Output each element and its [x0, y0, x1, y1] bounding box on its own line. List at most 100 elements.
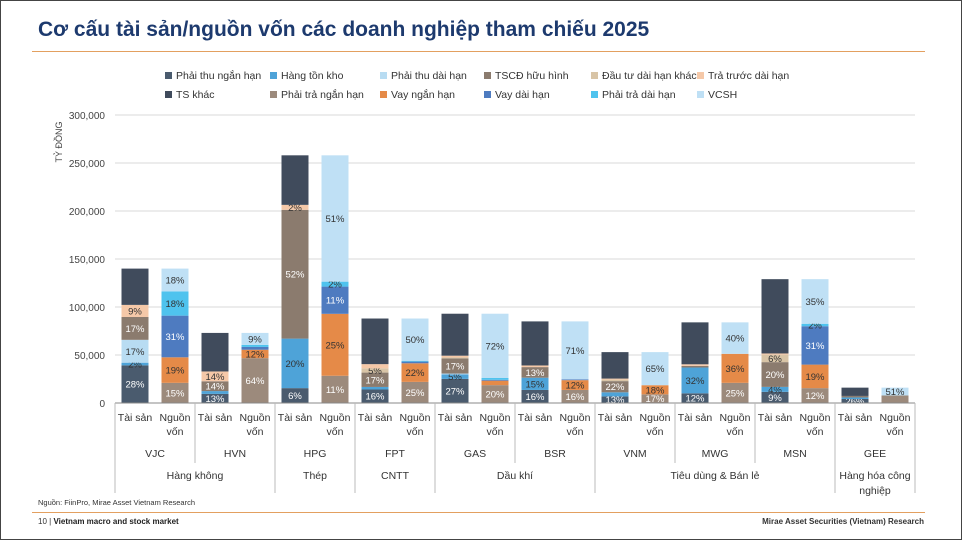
- legend-swatch: [591, 91, 598, 98]
- legend-item: Phải trả dài hạn: [591, 89, 676, 101]
- bar-segment-asset: [281, 204, 309, 210]
- bar-data-label: 17%: [445, 361, 465, 372]
- bar-data-label: 2%: [288, 203, 302, 214]
- bar-label-liabilities: vốn: [887, 426, 904, 438]
- bar-data-label: 19%: [165, 366, 185, 377]
- sector-label: Tiêu dùng & Bán lẻ: [671, 470, 760, 482]
- page-title: Cơ cấu tài sản/nguồn vốn các doanh nghiệ…: [38, 18, 650, 41]
- bar-segment-asset: [521, 367, 549, 378]
- bar-segment-liability: [561, 380, 589, 390]
- bar-segment-asset: [121, 316, 149, 340]
- legend-swatch: [165, 72, 172, 79]
- page-number: 10: [38, 517, 47, 526]
- bar-segment-liability: [321, 281, 349, 287]
- legend-item: Vay ngắn hạn: [380, 89, 455, 101]
- source-note: Nguồn: FiinPro, Mirae Asset Vietnam Rese…: [38, 498, 196, 507]
- bar-segment-liability: [241, 344, 269, 347]
- bar-segment-asset: [441, 355, 469, 358]
- bar-data-label: 16%: [565, 392, 585, 403]
- bar-segment-liability: [881, 387, 909, 396]
- bar-segment-asset: [441, 373, 469, 375]
- bar-segment-liability: [241, 358, 269, 403]
- bar-data-label: 13%: [605, 395, 625, 406]
- company-label: VNM: [623, 448, 646, 460]
- legend-label: Đầu tư dài hạn khác: [602, 70, 697, 82]
- company-label: VJC: [145, 448, 165, 460]
- bar-segment-liability: [641, 352, 669, 386]
- bar-data-label: 2%: [808, 320, 822, 331]
- bar-segment-asset: [361, 364, 389, 369]
- bar-segment-liability: [401, 381, 429, 403]
- bar-segment-liability: [321, 375, 349, 403]
- bar-segment-liability: [641, 394, 669, 403]
- bar-label-liabilities: Nguồn: [400, 412, 431, 424]
- bar-segment-asset: [201, 393, 229, 403]
- bar-segment-asset: [681, 393, 709, 403]
- bar-data-label: 20%: [485, 390, 505, 401]
- bar-segment-asset: [761, 391, 789, 403]
- bar-segment-asset: [841, 399, 869, 403]
- legend-label: Phải thu ngắn hạn: [176, 70, 262, 82]
- bar-data-label: 13%: [205, 394, 225, 405]
- company-label: BSR: [544, 448, 566, 460]
- y-tick-label: 50,000: [74, 351, 105, 362]
- bar-segment-liability: [641, 385, 669, 395]
- legend-swatch: [165, 91, 172, 98]
- bar-segment-asset: [121, 339, 149, 363]
- bar-segment-liability: [481, 380, 509, 386]
- title-divider: [32, 51, 925, 52]
- bar-label-assets: Tài sản: [198, 412, 233, 424]
- bar-data-label: 18%: [165, 276, 185, 287]
- bar-data-label: 9%: [128, 306, 142, 317]
- company-label: GEE: [864, 448, 886, 460]
- bar-label-liabilities: vốn: [807, 426, 824, 438]
- bar-segment-asset: [761, 362, 789, 387]
- bar-data-label: 11%: [326, 296, 345, 307]
- bar-data-label: 19%: [805, 372, 825, 383]
- bar-data-label: 20%: [765, 370, 785, 381]
- bar-segment-asset: [281, 155, 309, 205]
- bar-segment-liability: [401, 318, 429, 361]
- bar-label-liabilities: vốn: [647, 426, 664, 438]
- legend-swatch: [380, 72, 387, 79]
- bar-segment-liability: [241, 346, 269, 350]
- bar-segment-liability: [401, 361, 429, 364]
- bar-data-label: 22%: [405, 368, 425, 379]
- bar-segment-liability: [321, 155, 349, 282]
- bar-label-assets: Tài sản: [758, 412, 793, 424]
- bar-segment-asset: [121, 362, 149, 366]
- sector-label: Hàng hóa công: [839, 470, 910, 482]
- bar-data-label: 14%: [205, 372, 225, 383]
- bar-segment-liability: [881, 395, 909, 403]
- bar-segment-liability: [801, 326, 829, 365]
- bar-segment-liability: [801, 388, 829, 403]
- bar-label-liabilities: Nguồn: [800, 412, 831, 424]
- bar-segment-liability: [161, 291, 189, 316]
- bar-label-liabilities: Nguồn: [160, 412, 191, 424]
- bar-label-assets: Tài sản: [678, 412, 713, 424]
- bar-data-label: 12%: [245, 349, 265, 360]
- bar-segment-liability: [241, 349, 269, 359]
- bar-data-label: 17%: [125, 324, 145, 335]
- bar-segment-asset: [201, 391, 229, 394]
- legend-swatch: [270, 91, 277, 98]
- footer-left: 10 | Vietnam macro and stock market: [38, 517, 179, 526]
- company-label: MWG: [702, 448, 729, 460]
- bar-segment-asset: [761, 279, 789, 354]
- legend-swatch: [484, 91, 491, 98]
- legend-swatch: [484, 72, 491, 79]
- legend-label: Trả trước dài hạn: [708, 70, 790, 82]
- legend-swatch: [697, 72, 704, 79]
- bar-data-label: 5%: [448, 372, 462, 383]
- bar-segment-asset: [761, 354, 789, 363]
- bar-label-liabilities: vốn: [487, 426, 504, 438]
- footer-report-name: Vietnam macro and stock market: [53, 517, 179, 526]
- company-label: HVN: [224, 448, 246, 460]
- bar-label-liabilities: vốn: [567, 426, 584, 438]
- bar-data-label: 31%: [805, 341, 825, 352]
- bar-segment-asset: [361, 372, 389, 387]
- y-tick-label: 300,000: [69, 111, 106, 122]
- bar-segment-liability: [721, 322, 749, 354]
- bar-segment-asset: [841, 395, 869, 398]
- y-tick-label: 100,000: [69, 303, 106, 314]
